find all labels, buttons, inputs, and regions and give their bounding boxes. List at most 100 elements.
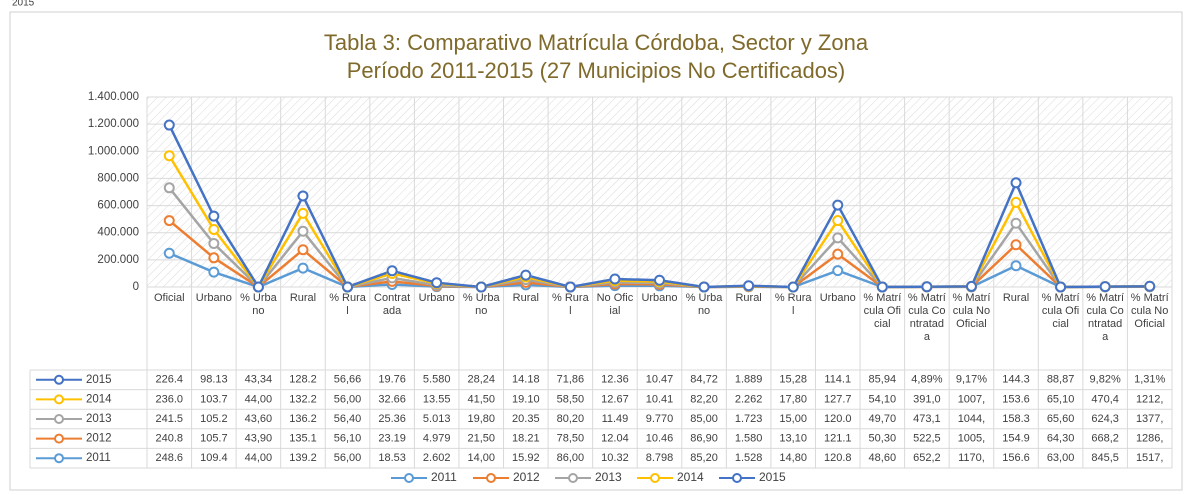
data-point (1010, 239, 1022, 251)
table-cell: 15.92 (512, 452, 540, 464)
legend-key-marker (54, 453, 64, 464)
table-cell: 2.602 (423, 452, 451, 464)
data-point (965, 280, 977, 292)
table-cell: 85,20 (690, 452, 718, 464)
x-tick-label: % Matrícula Contratada (1086, 292, 1125, 343)
table-cell: 1.889 (735, 374, 763, 386)
table-cell: 10.32 (601, 452, 629, 464)
table-cell: 240.8 (156, 433, 184, 445)
table-cell: 2.262 (735, 393, 763, 405)
x-tick-label: % Matrícula No Oficial (1130, 292, 1169, 330)
data-point (163, 182, 175, 194)
table-cell: 5.013 (423, 413, 451, 425)
data-point (832, 265, 844, 277)
x-tick-label: Urbano (819, 292, 856, 304)
table-cell: 80,20 (557, 413, 585, 425)
data-point (832, 248, 844, 260)
table-cell: 1286, (1136, 433, 1164, 445)
table-cell: 652,2 (913, 452, 941, 464)
table-row-header: 2013 (86, 413, 112, 425)
table-cell: 21,50 (467, 433, 495, 445)
data-point (876, 281, 888, 293)
data-point (1010, 260, 1022, 272)
x-tick-label: % Matrícula No Oficial (952, 292, 991, 330)
table-cell: 473,1 (913, 413, 941, 425)
table-cell: 32.66 (378, 393, 406, 405)
legend-marker (732, 473, 742, 483)
x-tick-label: % Matrícula Oficial (863, 292, 902, 330)
table-cell: 65,60 (1047, 413, 1075, 425)
table-cell: 248.6 (156, 452, 184, 464)
table-row-header: 2014 (86, 393, 112, 405)
data-point (297, 225, 309, 237)
table-cell: 84,72 (690, 374, 718, 386)
data-point (832, 199, 844, 211)
data-point (163, 247, 175, 259)
table-cell: 105.2 (200, 413, 228, 425)
table-cell: 19.10 (512, 393, 540, 405)
table-cell: 28,24 (467, 374, 495, 386)
legend-key-marker (54, 433, 64, 444)
x-tick-label: Rural (1002, 292, 1030, 304)
table-cell: 86,90 (690, 433, 718, 445)
table-cell: 50,30 (869, 433, 897, 445)
data-point (297, 262, 309, 274)
table-cell: 156.6 (1002, 452, 1030, 464)
table-cell: 1.580 (735, 433, 763, 445)
table-cell: 25.36 (378, 413, 406, 425)
data-point (654, 274, 665, 286)
table-cell: 391,0 (913, 393, 941, 405)
table-cell: 44,00 (245, 452, 273, 464)
table-cell: 18.53 (378, 452, 406, 464)
table-cell: 12.67 (601, 393, 629, 405)
x-tick-label: % Urbano (462, 292, 500, 317)
table-cell: 9,17% (956, 374, 987, 386)
x-tick-label: No Oficial (596, 292, 634, 317)
table-cell: 85,94 (869, 374, 897, 386)
table-cell: 44,00 (245, 393, 273, 405)
table-cell: 121.1 (824, 433, 852, 445)
table-cell: 139.2 (289, 452, 317, 464)
table-cell: 136.2 (289, 413, 317, 425)
chart-title: Tabla 3: Comparativo Matrícula Córdoba, … (324, 30, 869, 83)
table-cell: 1.723 (735, 413, 763, 425)
data-point (1099, 281, 1111, 293)
table-cell: 153.6 (1002, 393, 1030, 405)
legend-marker (486, 473, 496, 483)
y-tick-label: 400.000 (97, 227, 139, 239)
table-row-header: 2011 (86, 452, 111, 464)
x-tick-label: % Rural (552, 292, 589, 317)
y-tick-label: 1.000.000 (88, 145, 139, 157)
table-cell: 71,86 (557, 374, 585, 386)
table-cell: 9.770 (646, 413, 674, 425)
table-cell: 1044, (958, 413, 986, 425)
table-cell: 63,00 (1047, 452, 1075, 464)
data-point (431, 277, 443, 289)
data-point (1144, 280, 1156, 292)
x-tick-label: Contratada (374, 292, 411, 317)
table-cell: 9,82% (1090, 374, 1121, 386)
x-tick-label: Rural (735, 292, 762, 304)
table-cell: 668,2 (1091, 433, 1119, 445)
data-point (163, 215, 175, 227)
data-point (252, 281, 264, 293)
legend-marker (650, 473, 660, 483)
data-point (342, 281, 354, 293)
table-cell: 1005, (958, 433, 986, 445)
chart-frame (9, 11, 1183, 491)
table-cell: 158.3 (1002, 413, 1030, 425)
x-tick-label: Rural (512, 292, 539, 304)
legend-marker (568, 473, 578, 483)
table-cell: 845,5 (1091, 452, 1119, 464)
x-tick-label: Urbano (418, 292, 455, 304)
legend-key-marker (54, 394, 64, 405)
table-cell: 522,5 (913, 433, 941, 445)
table-cell: 241.5 (156, 413, 184, 425)
table-cell: 1517, (1136, 452, 1164, 464)
y-tick-label: 1.200.000 (88, 118, 139, 130)
table-cell: 105.7 (200, 433, 228, 445)
data-point (297, 190, 309, 202)
table-cell: 120.0 (824, 413, 852, 425)
data-point (163, 150, 175, 162)
